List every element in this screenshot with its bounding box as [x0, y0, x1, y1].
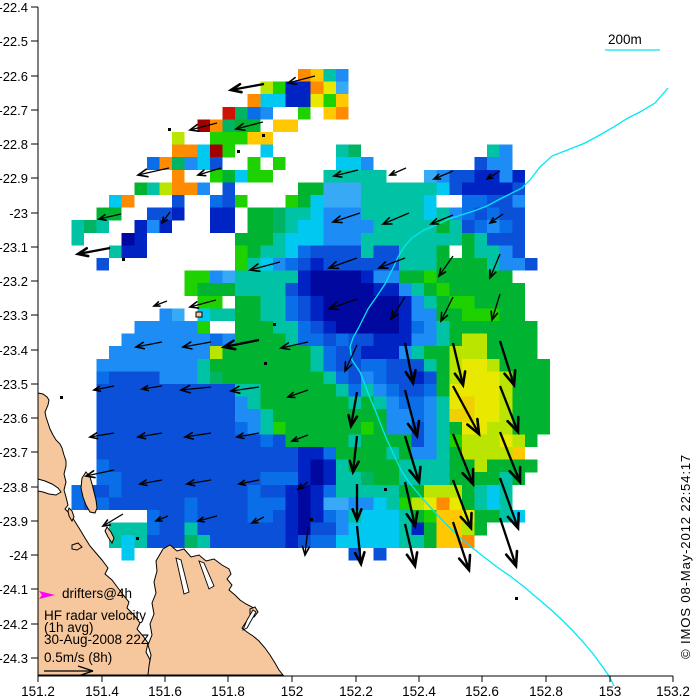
svg-text:-24.3: -24.3 [0, 651, 28, 666]
svg-text:0.5m/s (8h): 0.5m/s (8h) [44, 650, 112, 665]
svg-text:-22.5: -22.5 [0, 34, 28, 49]
svg-text:HF radar velocity: HF radar velocity [44, 608, 146, 623]
svg-text:153.2: 153.2 [656, 684, 690, 699]
svg-text:151.2: 151.2 [21, 684, 55, 699]
svg-text:(1h avg): (1h avg) [44, 620, 94, 635]
svg-text:30-Aug-2008 22Z: 30-Aug-2008 22Z [44, 632, 149, 647]
svg-text:-22.8: -22.8 [0, 137, 28, 152]
svg-text:-24.1: -24.1 [0, 582, 28, 597]
svg-text:151.6: 151.6 [148, 684, 182, 699]
svg-text:© IMOS 08-May-2012 22:54:17: © IMOS 08-May-2012 22:54:17 [678, 454, 693, 659]
svg-text:drifters@4h: drifters@4h [62, 586, 132, 601]
svg-text:200m: 200m [608, 32, 642, 47]
svg-text:152.2: 152.2 [339, 684, 373, 699]
svg-text:-23.9: -23.9 [0, 514, 28, 529]
svg-text:152.4: 152.4 [402, 684, 436, 699]
svg-text:-24.2: -24.2 [0, 617, 28, 632]
svg-text:153: 153 [599, 684, 622, 699]
svg-text:-23.3: -23.3 [0, 308, 28, 323]
svg-text:151.8: 151.8 [211, 684, 245, 699]
svg-text:-23.8: -23.8 [0, 480, 28, 495]
svg-text:-22.4: -22.4 [0, 0, 28, 15]
svg-text:-23.5: -23.5 [0, 377, 28, 392]
svg-text:152.6: 152.6 [465, 684, 499, 699]
svg-text:-24: -24 [9, 548, 28, 563]
svg-text:-23.7: -23.7 [0, 445, 28, 460]
svg-text:152.8: 152.8 [529, 684, 563, 699]
svg-text:-22.7: -22.7 [0, 103, 28, 118]
svg-text:-23.1: -23.1 [0, 240, 28, 255]
svg-text:-22.9: -22.9 [0, 171, 28, 186]
svg-text:152: 152 [281, 684, 304, 699]
svg-text:151.4: 151.4 [85, 684, 119, 699]
svg-text:-22.6: -22.6 [0, 69, 28, 84]
svg-text:-23.4: -23.4 [0, 343, 28, 358]
svg-text:-23.2: -23.2 [0, 274, 28, 289]
svg-text:-23: -23 [9, 206, 28, 221]
svg-text:-23.6: -23.6 [0, 411, 28, 426]
